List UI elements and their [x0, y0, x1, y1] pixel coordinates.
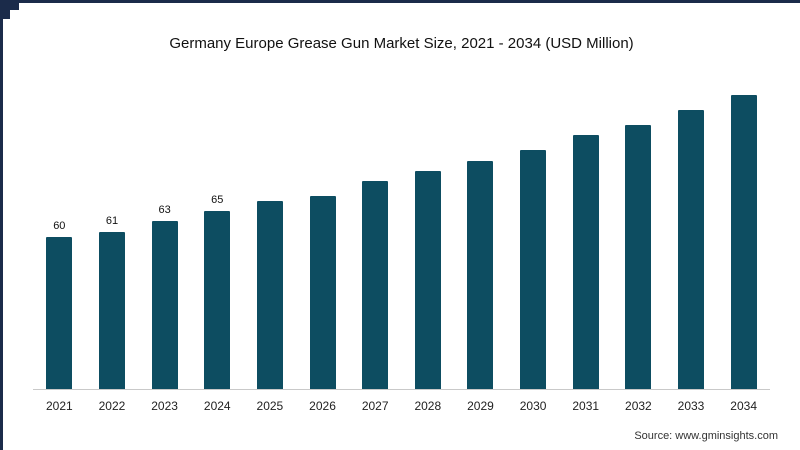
x-tick-label: 2031	[572, 399, 600, 413]
bar	[151, 221, 178, 389]
x-tick-label: 2026	[309, 399, 336, 413]
x-tick-label: 2022	[98, 399, 126, 413]
bar	[309, 196, 336, 389]
bar-column	[665, 110, 718, 389]
x-tick-label: 2034	[730, 399, 757, 413]
bar	[46, 237, 73, 389]
bar	[204, 211, 231, 389]
bar	[467, 161, 494, 389]
bar-column: 65	[191, 194, 244, 389]
bar-column	[559, 135, 612, 389]
bar-column	[296, 196, 349, 389]
bar	[678, 110, 704, 389]
x-tick-label: 2029	[467, 399, 494, 413]
chart-title: Germany Europe Grease Gun Market Size, 2…	[169, 35, 634, 52]
frame-corner-accent	[3, 3, 19, 10]
bar-column: 61	[86, 215, 139, 389]
bar-value-label: 65	[211, 194, 224, 206]
bar-value-label: 63	[158, 204, 171, 216]
x-tick-label: 2033	[677, 399, 705, 413]
bar	[730, 95, 757, 389]
bar	[362, 181, 389, 389]
bar	[572, 135, 599, 389]
x-tick-label: 2030	[519, 399, 547, 413]
bar	[98, 232, 125, 389]
bar-column: 63	[138, 204, 191, 389]
plot-area: 60 61 63 65	[33, 59, 770, 390]
x-tick-label: 2028	[414, 399, 442, 413]
bar	[414, 171, 441, 389]
bar-value-label: 60	[53, 220, 66, 232]
x-tick-label: 2021	[45, 399, 73, 413]
bar	[520, 150, 547, 389]
x-tick-label: 2024	[203, 399, 231, 413]
bar-column	[401, 171, 454, 389]
bar-column	[349, 181, 402, 389]
bar-column: 60	[33, 220, 86, 389]
bar	[256, 201, 283, 389]
source-text: Source: www.gminsights.com	[634, 430, 778, 442]
bar-column	[244, 201, 297, 389]
frame-corner-accent-vertical	[3, 3, 10, 19]
bar-column	[717, 95, 770, 389]
x-tick-label: 2027	[361, 399, 389, 413]
x-tick-label: 2023	[151, 399, 178, 413]
bar-column	[612, 125, 665, 389]
bar-value-label: 61	[105, 215, 119, 227]
x-axis-ticks: 2021 2022 2023 2024 2025 2026 2027 2028 2029 2030…	[33, 399, 770, 413]
bar-column	[454, 161, 507, 389]
x-tick-label: 2032	[625, 399, 652, 413]
bar	[625, 125, 652, 389]
x-tick-label: 2025	[256, 399, 284, 413]
bar-column	[507, 150, 560, 389]
